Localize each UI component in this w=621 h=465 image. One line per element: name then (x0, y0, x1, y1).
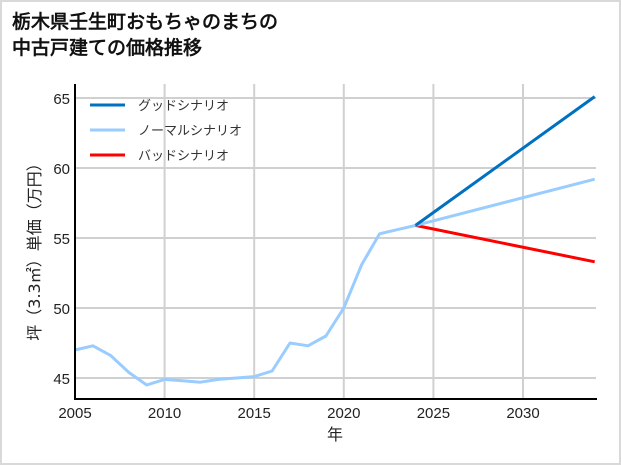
grid-lines (75, 84, 596, 399)
bad-scenario-line (415, 223, 595, 264)
y-tick-label: 55 (53, 231, 70, 248)
x-axis-label: 年 (327, 425, 343, 444)
data-series (74, 95, 596, 387)
legend-label-good: グッドシナリオ (138, 99, 229, 114)
x-tick-label: 2005 (58, 405, 91, 422)
legend-label-bad: バッドシナリオ (138, 149, 229, 164)
y-tick-label: 65 (53, 91, 70, 108)
chart-title-line2: 中古戸建ての価格推移 (12, 37, 203, 59)
chart-title-line1: 栃木県壬生町おもちゃのまちの (12, 11, 279, 33)
y-tick-label: 60 (53, 161, 70, 178)
x-tick-label: 2020 (327, 405, 360, 422)
x-tick-labels: 2005 2010 2015 2020 2025 2030 (58, 405, 539, 422)
x-tick-label: 2010 (148, 405, 181, 422)
historical-line (74, 223, 416, 387)
y-tick-label: 50 (53, 301, 70, 318)
y-tick-label: 45 (53, 371, 70, 388)
legend-label-normal: ノーマルシナリオ (138, 124, 242, 139)
axes (74, 84, 597, 400)
y-axis-label: 坪（3.3㎡）単価（万円） (25, 155, 44, 340)
x-tick-label: 2015 (238, 405, 271, 422)
legend: グッドシナリオ ノーマルシナリオ バッドシナリオ (90, 99, 242, 164)
good-scenario-line (414, 95, 596, 227)
y-tick-labels: 45 50 55 60 65 (53, 91, 70, 388)
x-tick-label: 2025 (417, 405, 450, 422)
chart-title: 栃木県壬生町おもちゃのまちの 中古戸建ての価格推移 (12, 9, 278, 61)
normal-scenario-line (415, 177, 596, 227)
x-tick-label: 2030 (506, 405, 539, 422)
